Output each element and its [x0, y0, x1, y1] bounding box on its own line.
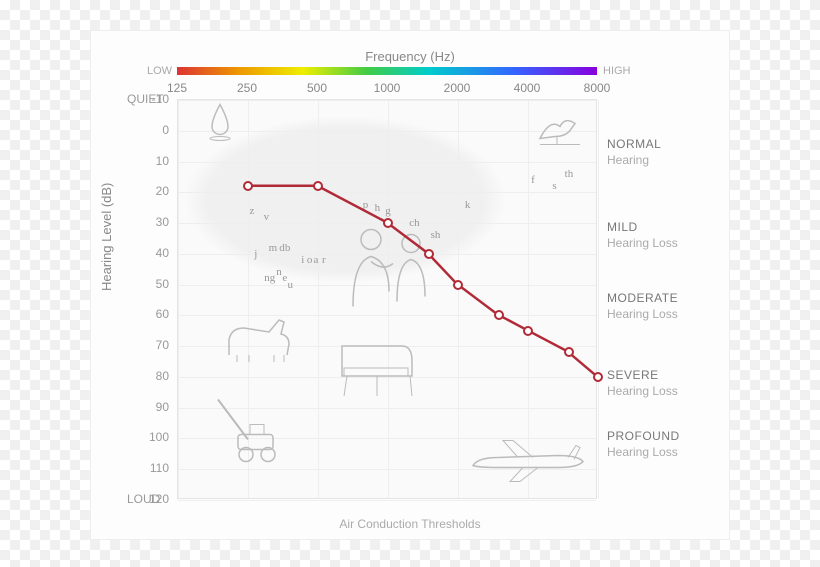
y-tick-label: 80 [139, 369, 169, 383]
category-title: NORMAL [607, 137, 661, 153]
spectrum-low-label: LOW [147, 65, 172, 77]
y-word-quiet: QUIET [127, 92, 164, 106]
hearing-category: NORMALHearing [607, 137, 661, 168]
bottom-label: Air Conduction Thresholds [91, 517, 729, 531]
x-tick-label: 2000 [444, 81, 471, 95]
frequency-spectrum-bar [177, 67, 597, 75]
category-title: MODERATE [607, 291, 678, 307]
x-tick-label: 500 [307, 81, 327, 95]
y-tick-label: 50 [139, 277, 169, 291]
data-marker [424, 249, 434, 259]
audiogram-container: Frequency (Hz) LOW HIGH Hearing Level (d… [90, 30, 730, 540]
data-marker [453, 280, 463, 290]
hearing-category: SEVEREHearing Loss [607, 368, 678, 399]
grid-line-horizontal [178, 500, 596, 501]
y-tick-label: 100 [139, 430, 169, 444]
data-marker [383, 218, 393, 228]
x-axis-title: Frequency (Hz) [91, 49, 729, 64]
data-marker [564, 347, 574, 357]
category-subtitle: Hearing Loss [607, 236, 678, 252]
y-tick-label: 10 [139, 154, 169, 168]
y-tick-label: 40 [139, 246, 169, 260]
data-marker [523, 326, 533, 336]
audiogram-line [178, 100, 596, 498]
y-tick-label: 30 [139, 215, 169, 229]
hearing-category: MODERATEHearing Loss [607, 291, 678, 322]
x-tick-label: 4000 [514, 81, 541, 95]
category-title: MILD [607, 220, 678, 236]
data-marker [593, 372, 603, 382]
x-tick-label: 8000 [584, 81, 611, 95]
spectrum-high-label: HIGH [603, 65, 631, 77]
category-subtitle: Hearing Loss [607, 384, 678, 400]
audiogram-plot: zvjmdbnngeuioarphgchshkfsth [177, 99, 597, 499]
y-tick-label: 70 [139, 338, 169, 352]
y-tick-label: 110 [139, 461, 169, 475]
x-tick-label: 125 [167, 81, 187, 95]
data-marker [494, 310, 504, 320]
category-subtitle: Hearing [607, 153, 661, 169]
x-tick-label: 1000 [374, 81, 401, 95]
data-marker [243, 181, 253, 191]
hearing-category: MILDHearing Loss [607, 220, 678, 251]
category-title: SEVERE [607, 368, 678, 384]
category-title: PROFOUND [607, 429, 680, 445]
x-tick-label: 250 [237, 81, 257, 95]
category-subtitle: Hearing Loss [607, 307, 678, 323]
y-tick-label: 90 [139, 400, 169, 414]
hearing-category: PROFOUNDHearing Loss [607, 429, 680, 460]
y-word-loud: LOUD [127, 492, 160, 506]
y-tick-label: 0 [139, 123, 169, 137]
y-tick-label: 60 [139, 307, 169, 321]
y-tick-label: 20 [139, 184, 169, 198]
category-subtitle: Hearing Loss [607, 445, 680, 461]
grid-line-vertical [598, 100, 599, 498]
data-marker [313, 181, 323, 191]
y-axis-title: Hearing Level (dB) [99, 183, 114, 291]
